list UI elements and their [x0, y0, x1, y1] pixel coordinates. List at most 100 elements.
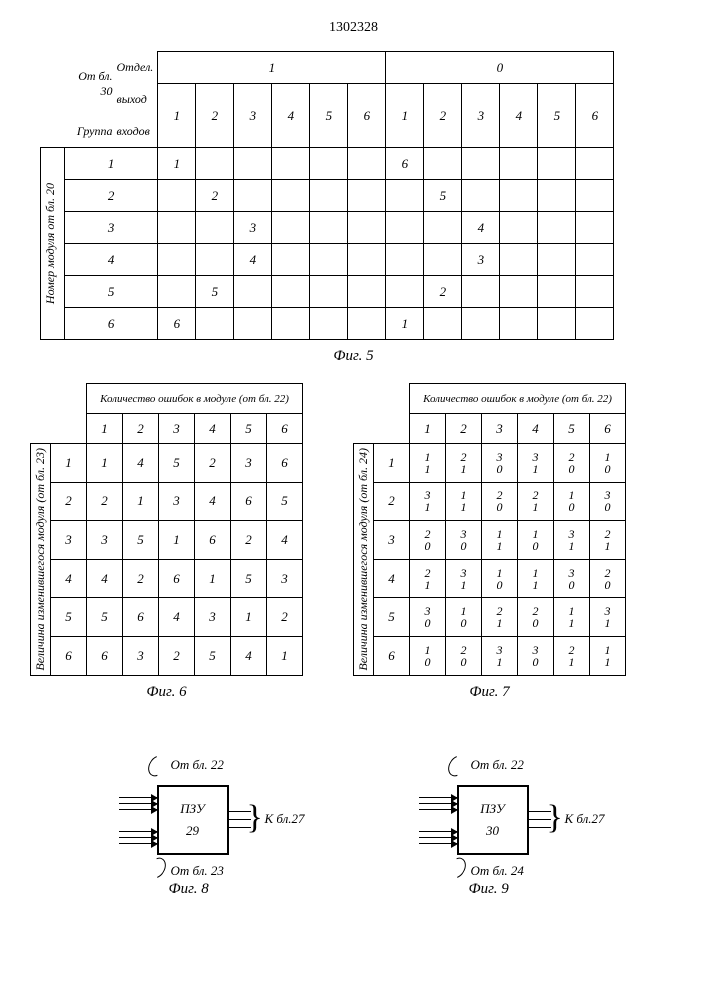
fig7-col: 5	[554, 414, 590, 444]
fig5-cell	[310, 180, 348, 212]
input-line	[419, 837, 457, 839]
fig5-cell: 1	[158, 148, 196, 180]
fig7-cell: 21	[410, 559, 446, 598]
fig7-row-num: 5	[374, 598, 410, 637]
fig7-cell: 11	[446, 482, 482, 521]
fig6-col: 6	[267, 414, 303, 444]
fig5-cell	[272, 308, 310, 340]
fig7-row-num: 2	[374, 482, 410, 521]
fig6-table: Количество ошибок в модуле (от бл. 22) 1…	[30, 383, 303, 676]
fig5-lbl-otbl: От бл.	[65, 69, 113, 84]
fig5-cell	[310, 212, 348, 244]
fig5-cell	[158, 212, 196, 244]
fig5-cell	[576, 180, 614, 212]
fig5-cell	[538, 308, 576, 340]
fig5-cell: 5	[424, 180, 462, 212]
fig5-lbl-vhodov: входов	[117, 124, 150, 138]
fig6-cell: 4	[267, 521, 303, 560]
fig7-container: Количество ошибок в модуле (от бл. 22) 1…	[353, 383, 626, 719]
fig5-row-num: 2	[65, 180, 158, 212]
fig5-cell	[538, 244, 576, 276]
fig5-cell	[196, 148, 234, 180]
fig5-cell	[462, 148, 500, 180]
page-number: 1302328	[30, 20, 677, 36]
fig6-row-header: Величина изменившегося модуля (от бл. 23…	[31, 444, 50, 675]
fig6-cell: 2	[267, 598, 303, 637]
fig6-row-num: 5	[51, 598, 87, 637]
fig9-top-label: От бл. 22	[471, 757, 524, 773]
fig5-group-1: 1	[158, 52, 386, 84]
fig6-col: 3	[159, 414, 195, 444]
fig6-cell: 4	[123, 444, 159, 483]
fig5-cell	[386, 244, 424, 276]
fig5-cell	[272, 148, 310, 180]
input-line	[419, 797, 457, 799]
fig6-cell: 3	[195, 598, 231, 637]
fig7-row-num: 6	[374, 636, 410, 675]
fig5-cell	[348, 212, 386, 244]
fig6-cell: 4	[87, 559, 123, 598]
fig7-cell: 30	[518, 636, 554, 675]
fig5-cell	[424, 212, 462, 244]
input-line	[419, 843, 457, 845]
fig5-row-num: 5	[65, 276, 158, 308]
arrow-curl-icon	[444, 752, 469, 779]
fig6-cell: 5	[267, 482, 303, 521]
fig7-title: Количество ошибок в модуле (от бл. 22)	[410, 384, 626, 414]
fig7-row-num: 4	[374, 559, 410, 598]
fig5-col: 6	[348, 84, 386, 148]
fig5-cell	[272, 212, 310, 244]
fig9-bot-label: От бл. 24	[471, 863, 524, 879]
fig7-col: 4	[518, 414, 554, 444]
fig6-row-num: 6	[51, 636, 87, 675]
fig5-cell	[272, 244, 310, 276]
input-line	[419, 809, 457, 811]
fig5-lbl-vyhod: выход	[117, 92, 147, 106]
fig7-col: 3	[482, 414, 518, 444]
fig7-cell: 10	[446, 598, 482, 637]
fig7-cell: 10	[554, 482, 590, 521]
fig5-container: От бл. 30 Отдел. 1 0 выход 1 2 3 4 5 6 1…	[30, 51, 677, 365]
fig5-lbl-gruppa: Группа	[77, 124, 113, 138]
fig7-cell: 31	[590, 598, 626, 637]
arrow-curl-icon	[144, 752, 169, 779]
fig7-cell: 30	[590, 482, 626, 521]
fig6-cell: 5	[87, 598, 123, 637]
fig7-cell: 21	[482, 598, 518, 637]
fig5-caption: Фиг. 5	[30, 348, 677, 365]
fig6-cell: 4	[231, 636, 267, 675]
fig7-row-header: Величина изменившегося модуля (от бл. 24…	[354, 444, 373, 675]
fig7-col: 2	[446, 414, 482, 444]
fig7-cell: 10	[590, 444, 626, 483]
fig7-cell: 11	[554, 598, 590, 637]
fig7-cell: 21	[554, 636, 590, 675]
fig9-box-num: 30	[486, 823, 499, 839]
fig5-cell	[234, 276, 272, 308]
fig6-cell: 6	[231, 482, 267, 521]
fig8-box-label: ПЗУ	[180, 801, 204, 817]
fig6-cell: 1	[231, 598, 267, 637]
fig8-box-num: 29	[186, 823, 199, 839]
fig6-col: 2	[123, 414, 159, 444]
fig6-cell: 6	[195, 521, 231, 560]
fig5-lbl-otdel: Отдел.	[117, 60, 154, 74]
fig5-col: 1	[158, 84, 196, 148]
arrow-curl-icon	[444, 854, 469, 881]
fig5-col: 6	[576, 84, 614, 148]
fig5-cell	[576, 212, 614, 244]
fig5-cell	[424, 148, 462, 180]
fig8-top-label: От бл. 22	[171, 757, 224, 773]
fig5-row-num: 1	[65, 148, 158, 180]
fig5-cell	[424, 244, 462, 276]
fig6-cell: 1	[267, 636, 303, 675]
fig6-cell: 1	[87, 444, 123, 483]
fig6-cell: 3	[87, 521, 123, 560]
fig6-7-row: Количество ошибок в модуле (от бл. 22) 1…	[30, 383, 677, 719]
fig5-cell	[158, 276, 196, 308]
fig6-cell: 2	[195, 444, 231, 483]
input-line	[119, 843, 157, 845]
fig5-table: От бл. 30 Отдел. 1 0 выход 1 2 3 4 5 6 1…	[40, 51, 614, 340]
fig6-row-num: 3	[51, 521, 87, 560]
fig6-cell: 3	[231, 444, 267, 483]
fig7-row-num: 1	[374, 444, 410, 483]
